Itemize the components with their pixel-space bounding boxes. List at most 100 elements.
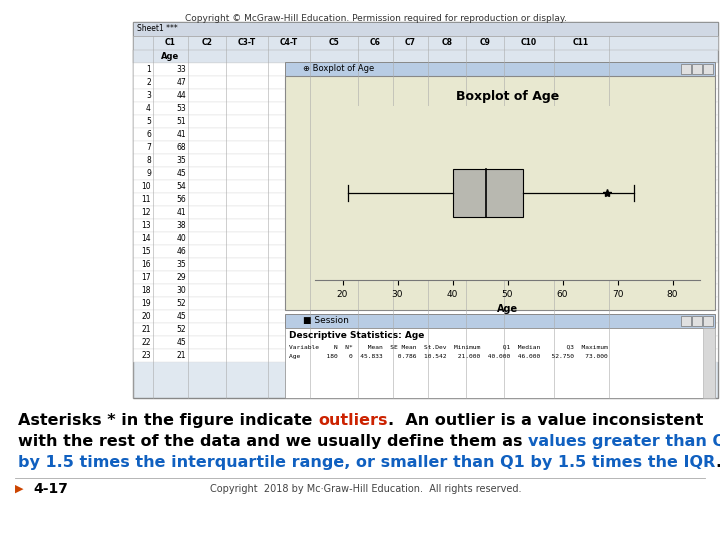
Bar bbox=[133, 271, 718, 284]
Text: outliers: outliers bbox=[318, 413, 387, 428]
Bar bbox=[703, 316, 713, 326]
Text: 13: 13 bbox=[141, 221, 151, 230]
Text: Copyright  2018 by Mc·Graw-Hill Education.  All rights reserved.: Copyright 2018 by Mc·Graw-Hill Education… bbox=[210, 484, 521, 494]
Text: 22: 22 bbox=[142, 338, 151, 347]
Text: 35: 35 bbox=[176, 156, 186, 165]
Text: 41: 41 bbox=[176, 208, 186, 217]
Text: C11: C11 bbox=[573, 38, 589, 47]
Bar bbox=[133, 232, 718, 245]
Bar bbox=[285, 76, 715, 310]
Text: .: . bbox=[715, 455, 720, 470]
Bar bbox=[285, 314, 715, 328]
Bar bbox=[692, 64, 702, 74]
Bar bbox=[133, 141, 718, 154]
Text: 10: 10 bbox=[141, 182, 151, 191]
Bar bbox=[133, 22, 718, 398]
Text: 2: 2 bbox=[146, 78, 151, 87]
Text: ■ Session: ■ Session bbox=[303, 316, 349, 325]
Text: 14: 14 bbox=[141, 234, 151, 243]
Text: C3-T: C3-T bbox=[238, 38, 256, 47]
Text: 7: 7 bbox=[146, 143, 151, 152]
X-axis label: Age: Age bbox=[497, 304, 518, 314]
Text: 19: 19 bbox=[141, 299, 151, 308]
Text: 21: 21 bbox=[176, 351, 186, 360]
Bar bbox=[133, 36, 718, 50]
Bar bbox=[133, 219, 718, 232]
Bar bbox=[703, 64, 713, 74]
Text: 44: 44 bbox=[176, 91, 186, 100]
Text: 52: 52 bbox=[176, 325, 186, 334]
Text: Sheet1 ***: Sheet1 *** bbox=[137, 24, 178, 33]
Bar bbox=[133, 349, 718, 362]
Text: 47: 47 bbox=[176, 78, 186, 87]
Text: C7: C7 bbox=[405, 38, 415, 47]
Text: 45: 45 bbox=[176, 169, 186, 178]
Text: 8: 8 bbox=[146, 156, 151, 165]
Text: 21: 21 bbox=[142, 325, 151, 334]
Text: Asterisks * in the figure indicate: Asterisks * in the figure indicate bbox=[18, 413, 318, 428]
Text: 29: 29 bbox=[176, 273, 186, 282]
Text: C9: C9 bbox=[480, 38, 490, 47]
Bar bbox=[681, 316, 691, 326]
Text: Copyright © McGraw-Hill Education. Permission required for reproduction or displ: Copyright © McGraw-Hill Education. Permi… bbox=[185, 14, 567, 23]
Bar bbox=[133, 323, 718, 336]
Text: by 1.5 times the interquartile range, or smaller than Q1 by 1.5 times the IQR: by 1.5 times the interquartile range, or… bbox=[18, 455, 715, 470]
Text: 51: 51 bbox=[176, 117, 186, 126]
Text: 16: 16 bbox=[141, 260, 151, 269]
Bar bbox=[452, 168, 523, 218]
Text: 54: 54 bbox=[176, 182, 186, 191]
Bar bbox=[133, 297, 718, 310]
Text: 4: 4 bbox=[146, 104, 151, 113]
Text: 6: 6 bbox=[146, 130, 151, 139]
Text: 20: 20 bbox=[141, 312, 151, 321]
Text: 46: 46 bbox=[176, 247, 186, 256]
Bar bbox=[133, 193, 718, 206]
Text: ▶: ▶ bbox=[15, 484, 24, 494]
Bar bbox=[285, 62, 715, 76]
Bar bbox=[133, 258, 718, 271]
Text: Age: Age bbox=[161, 52, 179, 61]
Bar bbox=[133, 22, 718, 36]
Text: 30: 30 bbox=[176, 286, 186, 295]
Bar bbox=[133, 245, 718, 258]
Bar bbox=[133, 336, 718, 349]
Text: Age       180   0  45.833    0.786  10.542   21.000  40.000  46.000   52.750   7: Age 180 0 45.833 0.786 10.542 21.000 40.… bbox=[289, 354, 608, 359]
Text: ⊕ Boxplot of Age: ⊕ Boxplot of Age bbox=[303, 64, 374, 73]
Bar bbox=[133, 206, 718, 219]
Text: 3: 3 bbox=[146, 91, 151, 100]
Text: 17: 17 bbox=[141, 273, 151, 282]
Text: 23: 23 bbox=[141, 351, 151, 360]
Text: with the rest of the data and we usually define them as: with the rest of the data and we usually… bbox=[18, 434, 528, 449]
Text: 1: 1 bbox=[146, 65, 151, 74]
Title: Boxplot of Age: Boxplot of Age bbox=[456, 90, 559, 104]
Text: 40: 40 bbox=[176, 234, 186, 243]
Text: 33: 33 bbox=[176, 65, 186, 74]
Bar bbox=[285, 328, 715, 398]
Bar bbox=[133, 284, 718, 297]
Text: C1: C1 bbox=[165, 38, 176, 47]
Text: 41: 41 bbox=[176, 130, 186, 139]
Bar bbox=[133, 63, 718, 76]
Bar bbox=[133, 180, 718, 193]
Text: 11: 11 bbox=[142, 195, 151, 204]
Bar bbox=[133, 76, 718, 89]
Bar bbox=[692, 316, 702, 326]
Text: 12: 12 bbox=[142, 208, 151, 217]
Bar bbox=[681, 64, 691, 74]
Text: 56: 56 bbox=[176, 195, 186, 204]
Text: 4-17: 4-17 bbox=[33, 482, 68, 496]
Text: 45: 45 bbox=[176, 338, 186, 347]
Text: .  An outlier is a value inconsistent: . An outlier is a value inconsistent bbox=[387, 413, 703, 428]
Text: C6: C6 bbox=[369, 38, 380, 47]
Text: C4-T: C4-T bbox=[280, 38, 298, 47]
Text: Variable    N  N*    Mean  SE Mean  St.Dev  Minimum      Q1  Median       Q3  Ma: Variable N N* Mean SE Mean St.Dev Minimu… bbox=[289, 344, 608, 349]
Text: values greater than Q3: values greater than Q3 bbox=[528, 434, 720, 449]
Text: Descriptive Statistics: Age: Descriptive Statistics: Age bbox=[289, 331, 424, 340]
Text: 45: 45 bbox=[176, 312, 186, 321]
Bar bbox=[133, 102, 718, 115]
Text: 18: 18 bbox=[142, 286, 151, 295]
Bar bbox=[133, 50, 718, 63]
Text: 5: 5 bbox=[146, 117, 151, 126]
Bar bbox=[133, 89, 718, 102]
Text: C5: C5 bbox=[328, 38, 339, 47]
